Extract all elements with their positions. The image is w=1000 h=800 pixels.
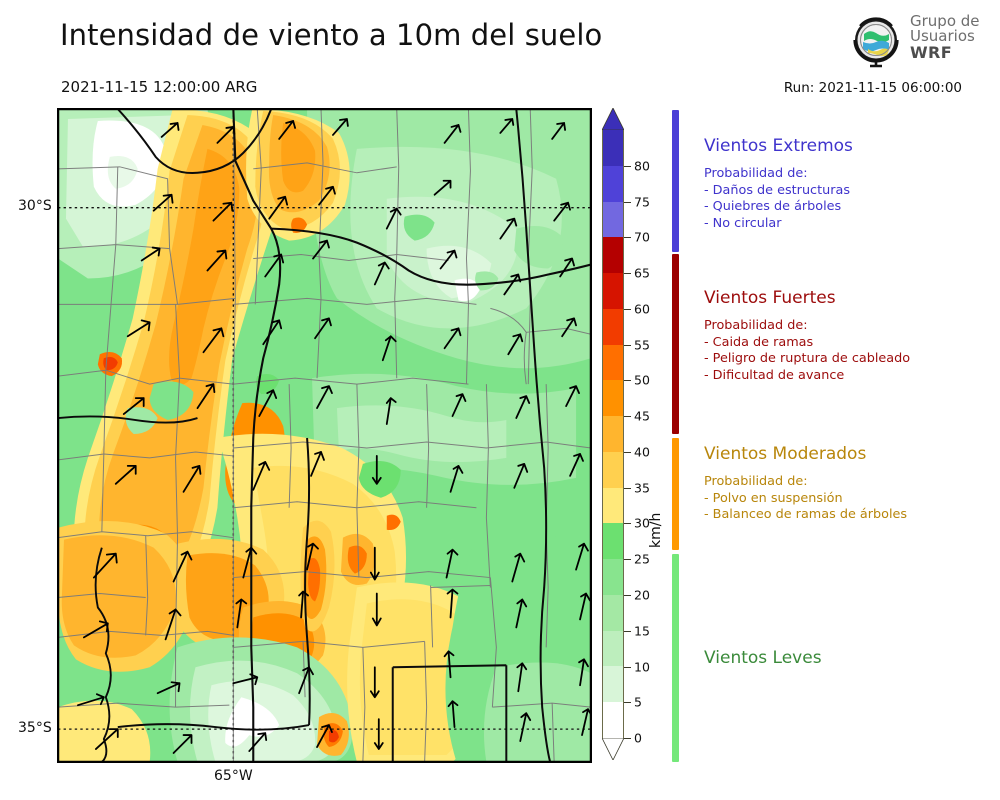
colorbar-tick-label: 60 xyxy=(634,301,650,317)
page-title: Intensidad de viento a 10m del suelo xyxy=(60,18,603,52)
legend-category-subtitle: Probabilidad de: xyxy=(704,474,808,489)
colorbar-tick xyxy=(624,630,631,632)
colorbar-segment xyxy=(603,451,623,488)
colorbar-tick xyxy=(624,273,631,275)
wind-speed-map[interactable] xyxy=(57,108,592,763)
colorbar-tick xyxy=(624,702,631,704)
logo-line-1: Grupo de xyxy=(910,12,980,30)
legend-category-item: - Caida de ramas xyxy=(704,334,814,350)
country-borders xyxy=(58,109,591,762)
valid-time-label: 2021-11-15 12:00:00 ARG xyxy=(61,78,258,96)
legend-category-title: Vientos Fuertes xyxy=(704,288,836,308)
colorbar-tick xyxy=(624,165,631,167)
legend-category-item: - Daños de estructuras xyxy=(704,182,850,198)
colorbar-segment xyxy=(603,273,623,309)
legend-category-item: - Peligro de ruptura de cableado xyxy=(704,351,911,367)
colorbar: 0 5 10 15 20 25 30 35 40 45 50 55 60 65 70 75 80 km/h xyxy=(598,108,668,763)
wind-category-legend: Vientos Extremos Probabilidad de: - Daños … xyxy=(672,108,994,763)
province-borders xyxy=(58,109,591,762)
lon-label-65w: 65°W xyxy=(214,768,253,784)
colorbar-tick-label: 35 xyxy=(634,480,650,496)
colorbar-tick-label: 20 xyxy=(634,587,650,603)
colorbar-segment xyxy=(603,344,623,381)
legend-category: Vientos Fuertes Probabilidad de: - Caida d… xyxy=(704,288,994,385)
colorbar-tick xyxy=(624,666,631,668)
legend-color-bar xyxy=(672,110,679,252)
colorbar-tick-label: 30 xyxy=(634,515,650,531)
colorbar-segment xyxy=(603,308,623,345)
model-run-label: Run: 2021-11-15 06:00:00 xyxy=(783,80,962,96)
colorbar-segment xyxy=(603,487,623,524)
legend-category-title: Vientos Moderados xyxy=(704,444,867,464)
colorbar-tick-label: 75 xyxy=(634,194,650,209)
colorbar-units-label: km/h xyxy=(648,512,664,548)
colorbar-segment xyxy=(603,559,623,595)
colorbar-segment xyxy=(603,666,623,703)
legend-category-item: - Polvo en suspensión xyxy=(704,490,843,506)
colorbar-tick-label: 5 xyxy=(634,694,642,710)
colorbar-tick xyxy=(624,451,631,453)
lat-label-30s: 30°S xyxy=(18,198,52,214)
colorbar-tick xyxy=(624,487,631,489)
legend-color-bar xyxy=(672,254,679,434)
legend-category-title: Vientos Extremos xyxy=(704,136,853,156)
colorbar-tick-label: 0 xyxy=(634,730,642,746)
colorbar-segment xyxy=(603,594,623,631)
colorbar-segment xyxy=(603,630,623,667)
colorbar-tick xyxy=(624,416,631,418)
legend-category: Vientos Moderados Probabilidad de: - Polvo… xyxy=(704,444,994,524)
legend-category-title: Vientos Leves xyxy=(704,648,822,668)
colorbar-tick-label: 10 xyxy=(634,659,650,674)
colorbar-segment xyxy=(603,380,623,417)
legend-category: Vientos Extremos Probabilidad de: - Daños … xyxy=(704,136,994,233)
colorbar-tick xyxy=(624,559,631,561)
colorbar-segment xyxy=(603,237,623,274)
colorbar-segment xyxy=(603,523,623,560)
colorbar-segment xyxy=(603,702,623,738)
logo-wordmark: Grupo de Usuarios WRF xyxy=(910,12,980,62)
map-canvas xyxy=(58,109,591,762)
legend-category: Vientos Leves xyxy=(704,648,994,678)
logo-line-3: WRF xyxy=(910,42,953,62)
lat-label-35s: 35°S xyxy=(18,720,52,736)
logo-line-2: Usuarios xyxy=(910,27,975,46)
legend-category-subtitle: Probabilidad de: xyxy=(704,166,808,181)
colorbar-tick xyxy=(624,201,631,203)
colorbar-tick xyxy=(624,308,631,310)
colorbar-tick xyxy=(624,237,631,239)
colorbar-tick xyxy=(624,344,631,346)
legend-category-item: - Dificultad de avance xyxy=(704,367,845,383)
wind-direction-arrows xyxy=(77,118,591,754)
globe-badge-icon xyxy=(853,17,899,68)
colorbar-tick-label: 40 xyxy=(634,444,650,460)
colorbar-segment xyxy=(603,129,623,166)
colorbar-tick-label: 65 xyxy=(634,265,650,281)
colorbar-segment xyxy=(603,201,623,238)
colorbar-min-arrow xyxy=(602,738,624,760)
colorbar-tick-label: 45 xyxy=(634,408,650,424)
colorbar-tick xyxy=(624,594,631,596)
colorbar-segment xyxy=(603,165,623,202)
legend-category-item: - Quiebres de árboles xyxy=(704,199,842,215)
legend-color-bar xyxy=(672,554,679,762)
colorbar-segment xyxy=(603,416,623,452)
colorbar-gradient xyxy=(602,129,624,738)
colorbar-tick-label: 15 xyxy=(634,623,650,639)
colorbar-tick-label: 80 xyxy=(634,158,650,174)
colorbar-tick xyxy=(624,738,631,739)
colorbar-tick xyxy=(624,380,631,382)
legend-category-subtitle: Probabilidad de: xyxy=(704,318,808,333)
legend-category-item: - No circular xyxy=(704,215,782,231)
colorbar-max-arrow xyxy=(602,108,624,130)
colorbar-tick xyxy=(624,523,631,525)
colorbar-tick-label: 50 xyxy=(634,372,650,388)
organization-logo: Grupo de Usuarios WRF xyxy=(848,12,998,74)
legend-category-item: - Balanceo de ramas de árboles xyxy=(704,507,908,523)
legend-color-bar xyxy=(672,438,679,550)
colorbar-tick-label: 25 xyxy=(634,551,650,567)
colorbar-tick-label: 55 xyxy=(634,337,650,353)
colorbar-tick-label: 70 xyxy=(634,229,650,245)
